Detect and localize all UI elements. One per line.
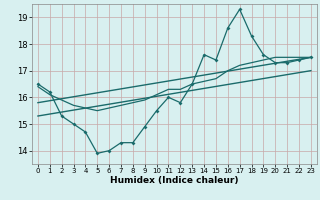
X-axis label: Humidex (Indice chaleur): Humidex (Indice chaleur) [110,176,239,185]
